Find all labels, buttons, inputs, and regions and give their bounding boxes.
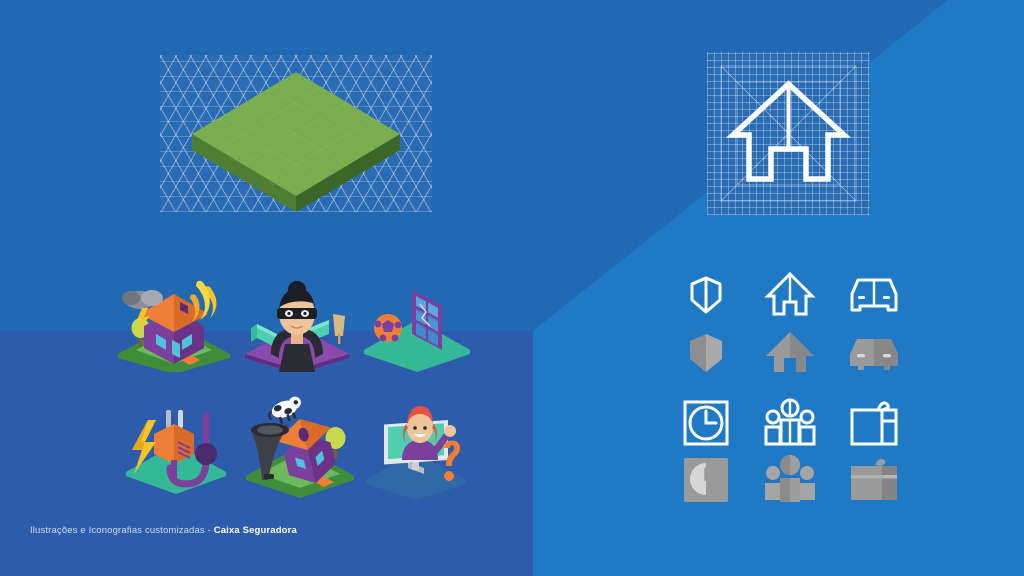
house-icon[interactable] — [760, 324, 820, 380]
isometric-green-slab — [192, 72, 400, 212]
car-icon[interactable] — [844, 266, 904, 322]
house-icon[interactable] — [760, 266, 820, 322]
illustration-online-support — [362, 396, 482, 500]
caption-text: Ilustrações e Iconografias customizadas … — [30, 525, 214, 536]
illustration-house-fire — [112, 272, 237, 372]
clock-icon[interactable] — [676, 452, 736, 508]
heart-icon[interactable] — [676, 324, 736, 380]
blueprint-house-tile — [707, 52, 870, 215]
icon-set-grid — [668, 266, 914, 508]
isometric-platform-illustration — [160, 55, 432, 212]
caption-brand: Caixa Seguradora — [213, 525, 297, 536]
illustration-tornado-storm — [238, 396, 362, 500]
family-icon[interactable] — [760, 396, 820, 452]
illustration-burglar-theft — [237, 272, 357, 372]
illustration-broken-window — [358, 276, 476, 372]
clock-icon[interactable] — [676, 396, 736, 452]
gift-icon[interactable] — [844, 452, 904, 508]
heart-icon[interactable] — [676, 266, 736, 322]
car-icon[interactable] — [844, 324, 904, 380]
slide-caption: Ilustrações e Iconografias customizadas … — [30, 525, 297, 536]
blueprint-house-icon — [720, 65, 857, 202]
illustration-electrical-damage — [118, 398, 238, 500]
gift-icon[interactable] — [844, 396, 904, 452]
family-icon[interactable] — [760, 452, 820, 508]
